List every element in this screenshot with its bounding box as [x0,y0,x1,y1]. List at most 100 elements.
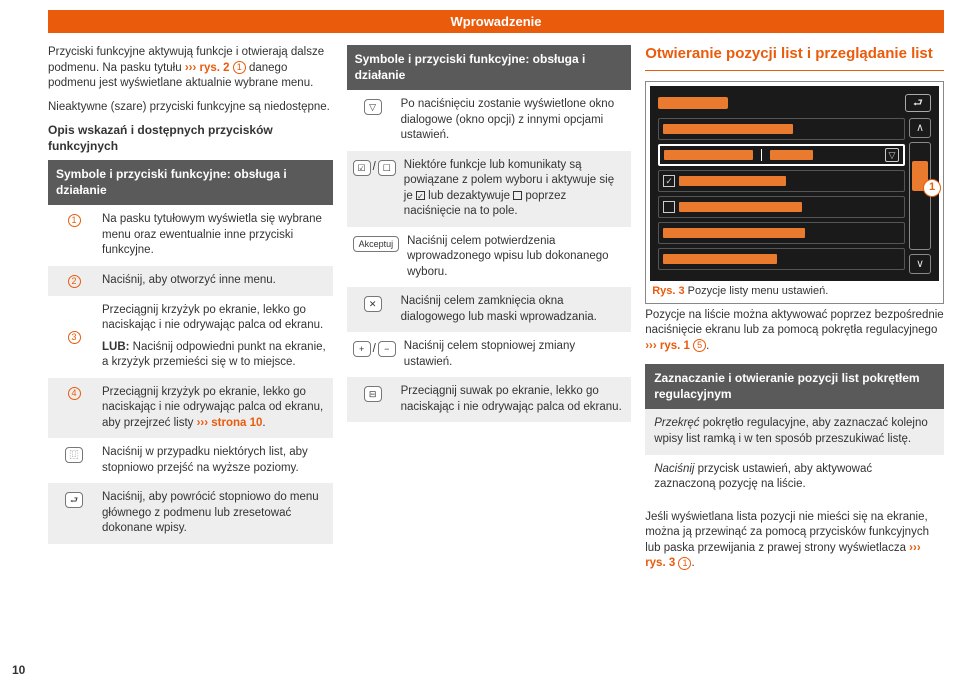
circled-3-icon: 3 [68,331,81,344]
intro-paragraph-2: Nieaktywne (szare) przyciski funkcyjne s… [48,100,333,116]
instruction-block: Zaznaczanie i otwieranie pozycji list po… [645,364,944,499]
page-columns: Przyciski funkcyjne aktywują funkcje i o… [0,45,964,580]
fig-caption-text: Pozycje listy menu ustawień. [685,285,829,297]
ref-page10: ››› strona 10 [197,417,263,429]
row-text: Naciśnij, aby powrócić stopniowo do menu… [102,490,327,537]
row-text: Naciśnij celem stopniowej zmiany ustawie… [404,339,625,370]
inline-checked-icon [416,191,425,200]
fig-list-row [658,196,905,218]
row-icon: ▽ [353,97,393,115]
table-row: 2 Naciśnij, aby otworzyć inne menu. [48,266,333,296]
page-number: 10 [12,663,25,677]
table-row: ⊟ Przeciągnij suwak po ekranie, lekko go… [347,377,632,422]
inline-unchecked-icon [513,191,522,200]
fig-list-row [658,248,905,270]
table-row: ✕ Naciśnij celem zamknięcia okna dialogo… [347,287,632,332]
scroll-up-icon: ∧ [909,118,931,138]
row-icon: ⮐ [54,490,94,508]
table-row: ▽ Po naciśnięciu zostanie wyświetlone ok… [347,90,632,151]
circled-1-icon: 1 [68,214,81,227]
table-row: +/− Naciśnij celem stopniowej zmiany ust… [347,332,632,377]
row-text: Na pasku tytułowym wyświetla się wybrane… [102,212,327,259]
fig-title-pill [658,97,728,109]
ref-rys1: ››› rys. 1 [645,340,690,352]
row-text: Naciśnij celem zamknięcia okna dialogowe… [401,294,626,325]
fig-ref: Rys. 3 [652,285,684,297]
subheading: Opis wskazań i dostępnych przycisków fun… [48,123,333,154]
row-text: Przeciągnij suwak po ekranie, lekko go n… [401,384,626,415]
row-text: Przeciągnij krzyżyk po ekranie, lekko go… [102,385,327,432]
scroll-down-icon: ∨ [909,254,931,274]
text: Naciśnij odpowiedni punkt na ekranie, a … [102,341,326,369]
fig-list-row [658,118,905,140]
figure-screen: ⮐ ▽ ✓ ∧ ∨ [650,86,939,281]
checked-icon: ☑ [353,160,371,176]
symbols-table-1: Symbole i przyciski funkcyjne: obsługa i… [48,160,333,543]
text: . [262,417,265,429]
unchecked-icon [663,201,675,213]
table-row: ⿶ Naciśnij w przypadku niektórych list, … [48,438,333,483]
row-icon: 4 [54,385,94,400]
fig-body: ▽ ✓ ∧ ∨ [658,118,931,274]
symbols-table-2: Symbole i przyciski funkcyjne: obsługa i… [347,45,632,422]
plus-icon: + [353,341,371,357]
row-icon: ☑/☐ [353,158,396,176]
row-icon: ⊟ [353,384,393,402]
row-icon: 2 [54,273,94,288]
fig-rows: ▽ ✓ [658,118,905,274]
table-header: Symbole i przyciski funkcyjne: obsługa i… [347,45,632,90]
column-1: Przyciski funkcyjne aktywują funkcje i o… [48,45,333,580]
slash: / [373,342,376,358]
instruction-header: Zaznaczanie i otwieranie pozycji list po… [645,364,944,409]
fig-callout-1: 1 [923,179,941,197]
column-3: Otwieranie pozycji list i przeglądanie l… [645,45,944,580]
figure-3: ⮐ ▽ ✓ ∧ ∨ [645,81,944,304]
row-text: Naciśnij w przypadku niektórych list, ab… [102,445,327,476]
row-icon: 1 [54,212,94,227]
text-alt: LUB: Naciśnij odpowiedni punkt na ekrani… [102,340,327,371]
circled-1-icon: 1 [233,61,246,74]
text: . [691,557,694,569]
table-row: 4 Przeciągnij krzyżyk po ekranie, lekko … [48,378,333,439]
instruction-row: Naciśnij przycisk ustawień, aby aktywowa… [645,455,944,500]
table-header: Symbole i przyciski funkcyjne: obsługa i… [48,160,333,205]
ref-rys2: ››› rys. 2 [185,62,230,74]
row-text: Naciśnij, aby otworzyć inne menu. [102,273,327,289]
paragraph: Jeśli wyświetlana lista pozycji nie mieś… [645,510,944,572]
row-text: Niektóre funkcje lub komunikaty są powią… [404,158,625,220]
section-title: Otwieranie pozycji list i przeglądanie l… [645,45,944,71]
close-icon: ✕ [364,296,382,312]
row-icon: +/− [353,339,396,357]
paragraph: Pozycje na liście można aktywować poprze… [645,308,944,355]
accept-button-icon: Akceptuj [353,236,400,252]
back-icon: ⮐ [65,492,83,508]
column-2: Symbole i przyciski funkcyjne: obsługa i… [347,45,632,580]
lead: Przekręć [654,417,699,429]
level-up-icon: ⿶ [65,447,83,463]
row-text: Po naciśnięciu zostanie wyświetlone okno… [401,97,626,144]
circled-1-icon: 1 [678,557,691,570]
text: . [706,340,709,352]
row-icon: 3 [54,329,94,344]
text: Jeśli wyświetlana lista pozycji nie mieś… [645,511,929,554]
text: Przeciągnij krzyżyk po ekranie, lekko go… [102,303,327,334]
slider-icon: ⊟ [364,386,382,402]
instruction-row: Przekręć pokrętło regulacyjne, aby zazna… [645,409,944,454]
table-row: 3 Przeciągnij krzyżyk po ekranie, lekko … [48,296,333,378]
lead: LUB: [102,341,129,353]
lead: Naciśnij [654,463,694,475]
minus-icon: − [378,341,396,357]
table-row: ⮐ Naciśnij, aby powrócić stopniowo do me… [48,483,333,544]
table-row: 1 Na pasku tytułowym wyświetla się wybra… [48,205,333,266]
text: Pozycje na liście można aktywować poprze… [645,309,944,337]
circled-4-icon: 4 [68,387,81,400]
row-icon: Akceptuj [353,234,400,252]
circled-2-icon: 2 [68,275,81,288]
checked-icon: ✓ [663,175,675,187]
page-header: Wprowadzenie [48,10,944,33]
fig-list-row-selected: ▽ [658,144,905,166]
fig-list-row: ✓ [658,170,905,192]
fig-topbar: ⮐ [658,94,931,112]
dropdown-icon: ▽ [364,99,382,115]
row-text: Naciśnij celem potwierdzenia wprowadzone… [407,234,625,281]
